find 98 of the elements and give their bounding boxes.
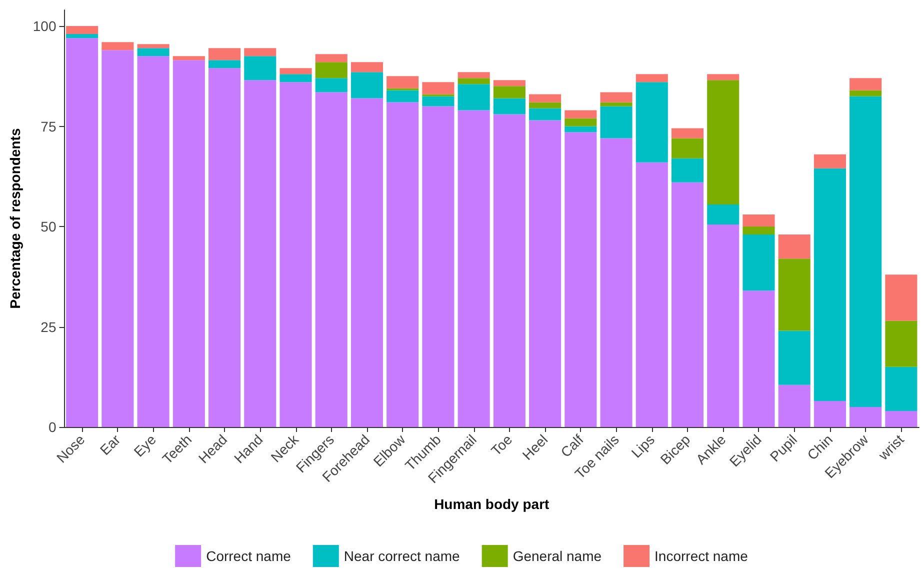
- bar: [707, 74, 740, 80]
- bar: [529, 102, 562, 108]
- bar: [600, 106, 632, 138]
- bar: [422, 96, 454, 106]
- x-tick-label: Toe: [488, 431, 516, 459]
- bar: [885, 274, 918, 321]
- bar: [102, 50, 134, 427]
- bar: [458, 110, 490, 427]
- bar: [885, 366, 918, 411]
- bar: [137, 44, 170, 48]
- bar: [742, 214, 775, 227]
- bar: [778, 384, 810, 427]
- y-axis-title: Percentage of respondents: [7, 128, 23, 309]
- bar: [102, 42, 134, 50]
- bar: [244, 48, 276, 56]
- bar: [564, 110, 597, 118]
- bar: [137, 56, 170, 427]
- legend-label: General name: [512, 548, 602, 564]
- bar: [564, 132, 597, 427]
- y-tick-label: 75: [40, 118, 56, 134]
- bar: [671, 128, 704, 138]
- bar: [885, 410, 918, 427]
- bar: [814, 168, 846, 401]
- bar: [244, 80, 276, 427]
- bar: [529, 120, 562, 427]
- bar: [458, 78, 490, 84]
- x-tick-label: Lips: [628, 431, 658, 461]
- x-tick-label: Ear: [96, 431, 124, 458]
- bar: [315, 54, 348, 62]
- bar: [208, 48, 241, 60]
- bar: [66, 38, 98, 427]
- bar: [315, 62, 348, 78]
- bar: [707, 80, 740, 204]
- bar: [244, 56, 276, 80]
- bar: [458, 72, 490, 78]
- bar: [742, 234, 775, 291]
- bar: [422, 82, 454, 94]
- x-axis-title: Human body part: [434, 496, 550, 512]
- bar: [350, 98, 384, 427]
- bar: [885, 320, 918, 367]
- bar: [280, 74, 312, 82]
- bar: [600, 138, 632, 427]
- bar: [564, 118, 597, 126]
- bar: [778, 234, 810, 259]
- y-tick-label: 100: [32, 18, 56, 34]
- x-tick-label: Eye: [130, 431, 160, 460]
- bar: [707, 204, 740, 225]
- legend-label: Incorrect name: [654, 548, 748, 564]
- bar: [208, 68, 241, 427]
- bar: [422, 106, 454, 427]
- bar: [66, 34, 98, 38]
- legend-label: Near correct name: [344, 548, 460, 564]
- bar: [172, 60, 205, 427]
- bar: [742, 290, 775, 427]
- y-tick-label: 50: [40, 218, 56, 235]
- bar: [707, 224, 740, 427]
- bar: [564, 126, 597, 132]
- bar: [636, 162, 668, 427]
- bar: [386, 76, 419, 88]
- bar: [493, 86, 526, 98]
- bar: [850, 78, 882, 90]
- bar: [529, 108, 562, 120]
- bar: [350, 72, 384, 98]
- bar: [458, 84, 490, 110]
- bar: [850, 96, 882, 407]
- bar: [742, 226, 775, 235]
- bar: [315, 92, 348, 427]
- bar: [814, 400, 846, 427]
- bar: [386, 102, 419, 427]
- bar: [315, 78, 348, 92]
- bar: [778, 330, 810, 385]
- bar: [600, 102, 632, 106]
- legend-label: Correct name: [206, 548, 292, 564]
- bar: [850, 406, 882, 427]
- bar: [600, 92, 632, 102]
- bar: [778, 258, 810, 331]
- bar: [814, 154, 846, 168]
- bar: [280, 82, 312, 427]
- bar: [636, 82, 668, 162]
- bar: [66, 26, 98, 34]
- bar: [671, 158, 704, 182]
- bar: [850, 90, 882, 96]
- bar: [636, 74, 668, 82]
- bar: [350, 62, 384, 72]
- bar: [671, 182, 704, 427]
- bar: [493, 98, 526, 114]
- bar: [493, 114, 526, 427]
- bar: [208, 60, 241, 68]
- bar: [671, 138, 704, 158]
- bar: [529, 94, 562, 102]
- y-tick-label: 0: [48, 419, 56, 435]
- bar: [493, 80, 526, 86]
- bar: [386, 90, 419, 102]
- bar: [280, 68, 312, 74]
- bar: [137, 48, 170, 56]
- y-tick-label: 25: [40, 318, 56, 335]
- x-tick-label: Calf: [557, 431, 586, 460]
- bar: [172, 56, 205, 60]
